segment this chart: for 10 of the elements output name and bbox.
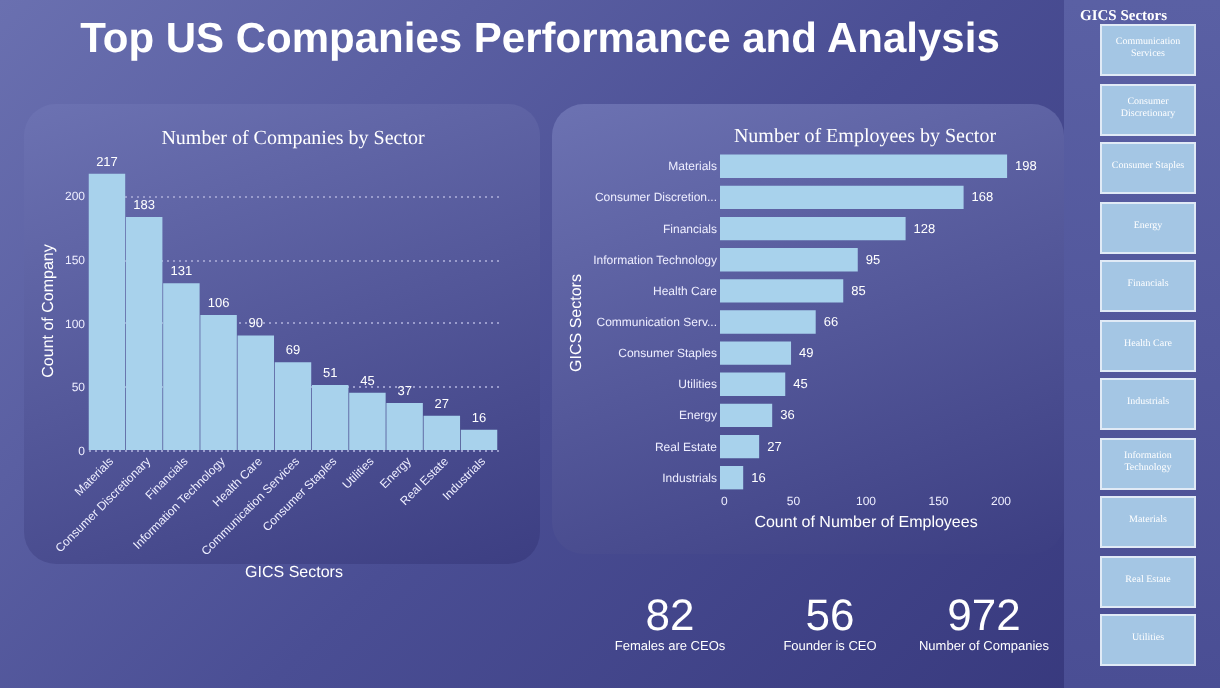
x-axis-title: GICS Sectors [245, 563, 343, 582]
data-label: 56 [803, 590, 857, 640]
text: Top US Companies Performance and Analysis [78, 16, 1002, 64]
y-axis-title: Count of Company [38, 244, 57, 378]
chart-title: Number of Companies by Sector [161, 127, 426, 150]
x-axis-title: Count of Number of Employees [754, 513, 978, 531]
chart-title: Number of Employees by Sector [733, 126, 998, 148]
y-axis-title: GICS Sectors [566, 274, 585, 372]
data-label: 82 [643, 590, 697, 640]
data-label: 972 [945, 590, 1023, 640]
